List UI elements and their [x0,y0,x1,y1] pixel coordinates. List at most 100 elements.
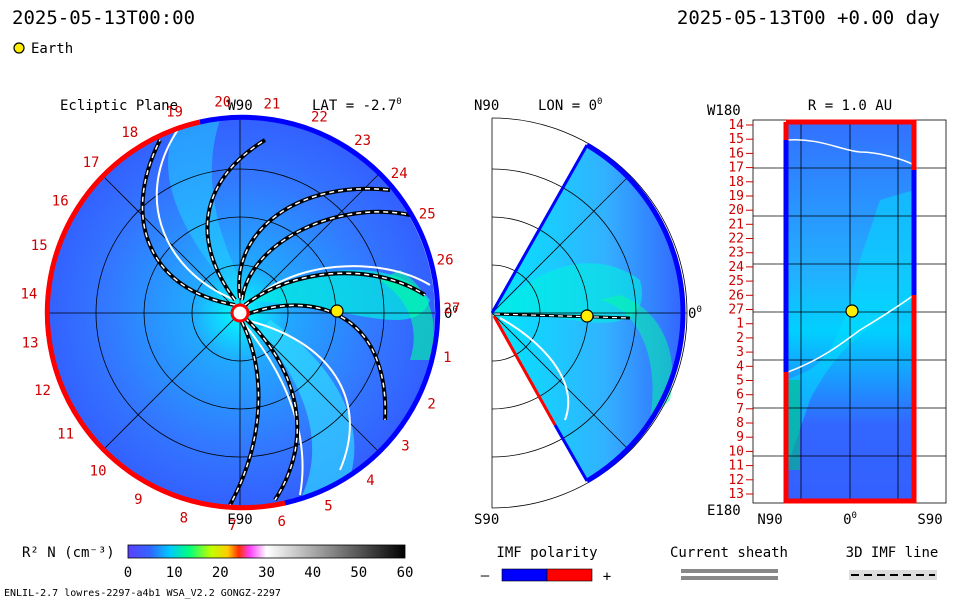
earth-legend-label: Earth [31,41,73,57]
imf-line-title: 3D IMF line [846,545,939,561]
colorbar-label: R² N (cm⁻³) [22,545,115,561]
shell-y-label: 12 [728,473,744,488]
ecliptic-sector-label: 10 [90,464,107,480]
meridional-rim-negative [585,142,686,484]
ecliptic-sector-label: 8 [180,511,188,527]
colorbar-tick-label: 50 [350,565,367,581]
shell-y-label: 6 [736,388,744,403]
imf-polarity-legend: IMF polarity – + [481,545,611,585]
ecliptic-imf-lines-dash [141,139,426,506]
ecliptic-sector-label: 9 [134,492,142,508]
shell-y-label: 19 [728,189,744,204]
ecliptic-sector-label: 5 [324,499,332,515]
imf-polarity-plus: + [603,569,611,585]
imf-polarity-title: IMF polarity [496,545,597,561]
earth-marker-ecliptic [330,304,344,318]
shell-y-label: 23 [728,246,744,261]
shell-current-sheath [787,294,915,373]
ecliptic-sector-label: 22 [311,109,328,125]
ecliptic-sector-label: 6 [277,514,285,530]
meridional-imf-line-dash [494,313,631,319]
ecliptic-sector-label: 21 [263,96,280,112]
ecliptic-lat-label: LAT = -2.70 [312,97,402,114]
shell-x-label-0: 00 [843,511,857,528]
ecliptic-rim-negative [199,114,441,506]
shell-y-label: 21 [728,217,744,232]
meridional-feature [495,263,642,323]
meridional-top-label: N90 [474,98,499,114]
ecliptic-sector-label: 19 [166,104,183,120]
shell-y-label: 20 [728,203,744,218]
shell-title: R = 1.0 AU [808,98,892,114]
meridional-edge-negative [553,424,589,482]
meridional-panel: N90 LON = 00 S90 00 [474,97,702,528]
ecliptic-sector-label: 13 [22,336,39,352]
colorbar-tick-label: 10 [166,565,183,581]
colorbar-gradient [127,544,406,559]
colorbar-tick-label: 60 [397,565,414,581]
shell-current-sheath [787,139,915,166]
ecliptic-sector-label: 17 [83,155,100,171]
shell-y-label: 1 [736,317,744,332]
shell-y-label: 5 [736,374,744,389]
sun-marker [230,303,250,323]
ecliptic-right-label: 00 [444,305,458,322]
ecliptic-sector-label: 25 [419,207,436,223]
colorbar-tick-label: 30 [258,565,275,581]
shell-top-left-label: W180 [707,103,741,119]
meridional-edge-positive [492,315,557,426]
shell-polarity-boundary-positive [783,119,917,504]
ecliptic-sector-label: 24 [391,166,408,182]
shell-y-label: 16 [728,146,744,161]
ecliptic-sector-label: 12 [34,383,51,399]
shell-y-label: 26 [728,288,744,303]
header-left-timestamp: 2025-05-13T00:00 [12,7,195,29]
ecliptic-sector-label: 16 [52,194,69,210]
shell-y-label: 17 [728,161,744,176]
meridional-edge-negative [490,144,589,314]
shell-y-label: 15 [728,132,744,147]
ecliptic-sector-label: 11 [57,427,74,443]
shell-y-label: 4 [736,359,744,374]
shell-y-label: 14 [728,118,744,133]
shell-y-label: 3 [736,345,744,360]
shell-y-label: 7 [736,402,744,417]
current-sheath-swatch [681,576,778,580]
imf-line-legend: 3D IMF line [846,545,939,580]
earth-legend-icon [13,42,25,54]
ecliptic-title: Ecliptic Plane [60,98,178,114]
shell-y-label: 11 [728,459,744,474]
header-right-timestamp: 2025-05-13T00 +0.00 day [677,7,940,29]
ecliptic-sector-label: 2 [427,397,435,413]
ecliptic-sector-label: 26 [437,252,454,268]
ecliptic-sector-label: 18 [121,125,138,141]
shell-y-label: 13 [728,487,744,502]
ecliptic-top-label: W90 [227,98,252,114]
ecliptic-rim-positive [44,119,286,511]
meridional-bottom-label: S90 [474,512,499,528]
shell-y-label: 25 [728,274,744,289]
imf-polarity-negative-swatch [501,568,548,582]
current-sheath-swatch [681,569,778,573]
shell-y-label: 10 [728,444,744,459]
shell-x-labels: N90 00 S90 [757,511,942,528]
shell-y-label: 27 [728,303,744,318]
ecliptic-sector-label: 20 [214,95,231,111]
shell-x-label-n90: N90 [757,512,782,528]
shell-polarity-boundary-negative [783,122,917,372]
colorbar-tick-label: 40 [304,565,321,581]
shell-y-label: 24 [728,260,744,275]
ecliptic-sector-label: 4 [366,473,374,489]
earth-shell-panel: R = 1.0 AU W180 E180 1415161718192021222… [707,98,947,528]
ecliptic-bottom-label: E90 [227,512,252,528]
ecliptic-sector-label: 27 [443,301,460,317]
current-sheath-legend: Current sheath [670,545,788,580]
meridional-lon-label: LON = 00 [538,97,602,114]
earth-marker-shell [845,304,859,318]
earth-marker-meridional [580,309,594,323]
shell-bottom-left-label: E180 [707,503,741,519]
colorbar-tick-label: 20 [212,565,229,581]
current-sheath-title: Current sheath [670,545,788,561]
